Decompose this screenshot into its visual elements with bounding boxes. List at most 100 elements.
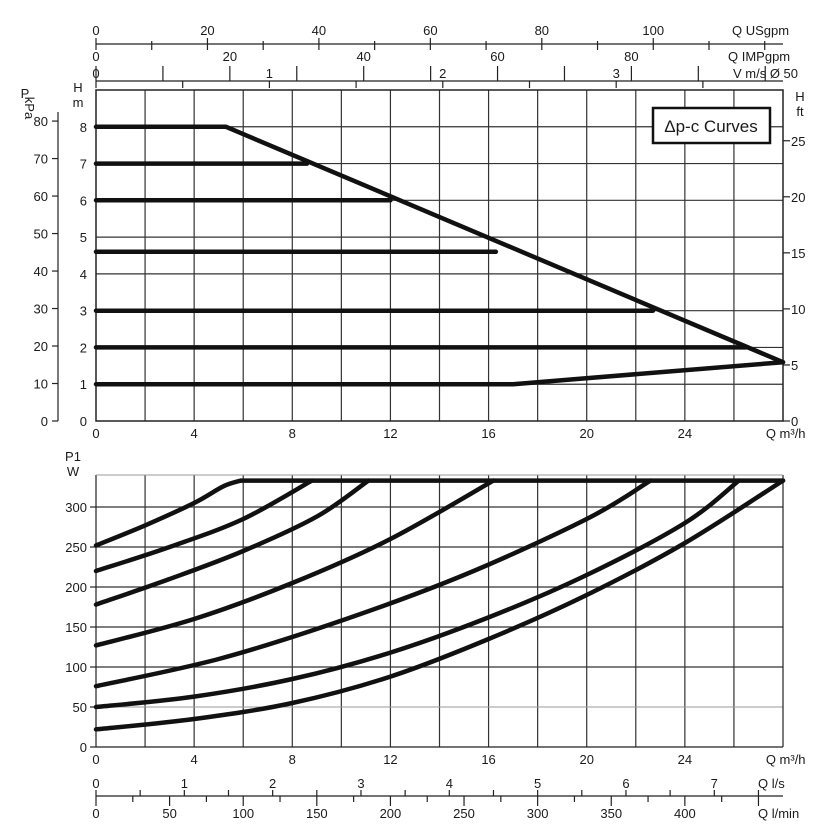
- ls-tick-label: 2: [269, 776, 276, 791]
- power-y-tick-label: 250: [65, 540, 87, 555]
- power-y-tick-label: 100: [65, 660, 87, 675]
- power-x-tick-label: 24: [678, 752, 692, 767]
- lmin-tick-label: 0: [92, 806, 99, 821]
- impgpm-axis-label: Q IMPgpm: [728, 49, 790, 64]
- head-x-axis-label: Q m³/h: [766, 426, 806, 441]
- power-curve-6-m: [93, 478, 371, 607]
- feet-axis-unit: ft: [796, 104, 804, 119]
- pressure-tick-label: 50: [34, 227, 48, 242]
- lmin-tick-label: 50: [162, 806, 176, 821]
- power-x-tick-label: 12: [383, 752, 397, 767]
- ls-tick-label: 4: [446, 776, 453, 791]
- pressure-tick-label: 10: [34, 377, 48, 392]
- power-curve-2-m: [93, 478, 742, 710]
- velocity-tick-label: 1: [266, 66, 273, 81]
- impgpm-tick-label: 0: [92, 49, 99, 64]
- usgpm-tick-label: 0: [92, 23, 99, 38]
- lmin-tick-label: 250: [453, 806, 475, 821]
- power-y-tick-label: 300: [65, 500, 87, 515]
- title-box: [651, 106, 772, 145]
- power-y-tick-label: 0: [80, 740, 87, 755]
- velocity-tick-label: 0: [92, 66, 99, 81]
- power-x-tick-label: 4: [191, 752, 198, 767]
- head-x-tick-label: 4: [191, 426, 198, 441]
- ls-tick-label: 5: [534, 776, 541, 791]
- head-y-tick-label: 2: [80, 340, 87, 355]
- pressure-axis-label: P: [21, 86, 30, 101]
- head-x-tick-label: 12: [383, 426, 397, 441]
- head-x-tick-label: 16: [481, 426, 495, 441]
- usgpm-tick-label: 20: [200, 23, 214, 38]
- usgpm-tick-label: 40: [312, 23, 326, 38]
- ls-tick-label: 0: [92, 776, 99, 791]
- pressure-tick-label: 40: [34, 264, 48, 279]
- head-y-tick-label: 0: [80, 414, 87, 429]
- usgpm-axis-label: Q USgpm: [732, 23, 789, 38]
- head-x-tick-label: 0: [92, 426, 99, 441]
- impgpm-tick-label: 40: [356, 49, 370, 64]
- pressure-tick-label: 0: [41, 414, 48, 429]
- velocity-tick-label: 2: [439, 66, 446, 81]
- power-x-tick-label: 16: [481, 752, 495, 767]
- lmin-tick-label: 300: [527, 806, 549, 821]
- pressure-tick-label: 30: [34, 302, 48, 317]
- head-y-tick-label: 7: [80, 157, 87, 172]
- head-x-tick-label: 20: [579, 426, 593, 441]
- usgpm-tick-label: 100: [642, 23, 664, 38]
- power-curve-4-6-m: [93, 478, 496, 648]
- power-x-tick-label: 20: [579, 752, 593, 767]
- impgpm-tick-label: 80: [624, 49, 638, 64]
- velocity-axis-label: V m/s Ø 50: [733, 66, 798, 81]
- power-curve-7-m: [93, 478, 315, 574]
- usgpm-tick-label: 80: [535, 23, 549, 38]
- power-curve-3-m: [93, 478, 653, 689]
- power-y-tick-label: 50: [73, 700, 87, 715]
- power-x-axis-label: Q m³/h: [766, 752, 806, 767]
- head-y-tick-label: 6: [80, 193, 87, 208]
- ls-tick-label: 3: [357, 776, 364, 791]
- impgpm-tick-label: 20: [223, 49, 237, 64]
- head-y-tick-label: 4: [80, 267, 87, 282]
- head-y-tick-label: 3: [80, 304, 87, 319]
- feet-tick-label: 10: [791, 302, 805, 317]
- ls-tick-label: 7: [711, 776, 718, 791]
- pressure-axis-unit: kPa: [22, 97, 37, 120]
- pressure-tick-label: 20: [34, 339, 48, 354]
- ls-axis-label: Q l/s: [758, 776, 785, 791]
- feet-tick-label: 15: [791, 246, 805, 261]
- feet-axis-label: H: [795, 89, 804, 104]
- power-y-tick-label: 200: [65, 580, 87, 595]
- head-curve-8-m: [93, 124, 786, 365]
- pressure-tick-label: 70: [34, 152, 48, 167]
- usgpm-tick-label: 60: [423, 23, 437, 38]
- power-x-tick-label: 0: [92, 752, 99, 767]
- feet-tick-label: 5: [791, 358, 798, 373]
- lmin-tick-label: 400: [674, 806, 696, 821]
- head-curve-1-m: [93, 359, 786, 387]
- lmin-axis-label: Q l/min: [758, 806, 799, 821]
- velocity-tick-label: 3: [613, 66, 620, 81]
- feet-tick-label: 25: [791, 134, 805, 149]
- lmin-tick-label: 150: [306, 806, 328, 821]
- lmin-tick-label: 200: [380, 806, 402, 821]
- ls-tick-label: 1: [181, 776, 188, 791]
- head-y-axis-unit: m: [73, 95, 84, 110]
- power-y-tick-label: 150: [65, 620, 87, 635]
- head-y-tick-label: 5: [80, 230, 87, 245]
- ls-tick-label: 6: [622, 776, 629, 791]
- head-chart-panel: 0 4 8 12 16 20 24 Q m³/h012345678Hm010203040506…: [21, 23, 806, 441]
- head-y-axis-label: H: [73, 80, 82, 95]
- lmin-tick-label: 350: [600, 806, 622, 821]
- head-x-tick-label: 8: [289, 426, 296, 441]
- head-y-tick-label: 8: [80, 120, 87, 135]
- lmin-tick-label: 100: [232, 806, 254, 821]
- feet-tick-label: 20: [791, 190, 805, 205]
- head-x-tick-label: 24: [678, 426, 692, 441]
- pressure-tick-label: 60: [34, 189, 48, 204]
- power-curve-1-m: [93, 478, 786, 732]
- power-x-tick-label: 8: [289, 752, 296, 767]
- head-plot-frame: [95, 89, 784, 422]
- impgpm-tick-label: 60: [490, 49, 504, 64]
